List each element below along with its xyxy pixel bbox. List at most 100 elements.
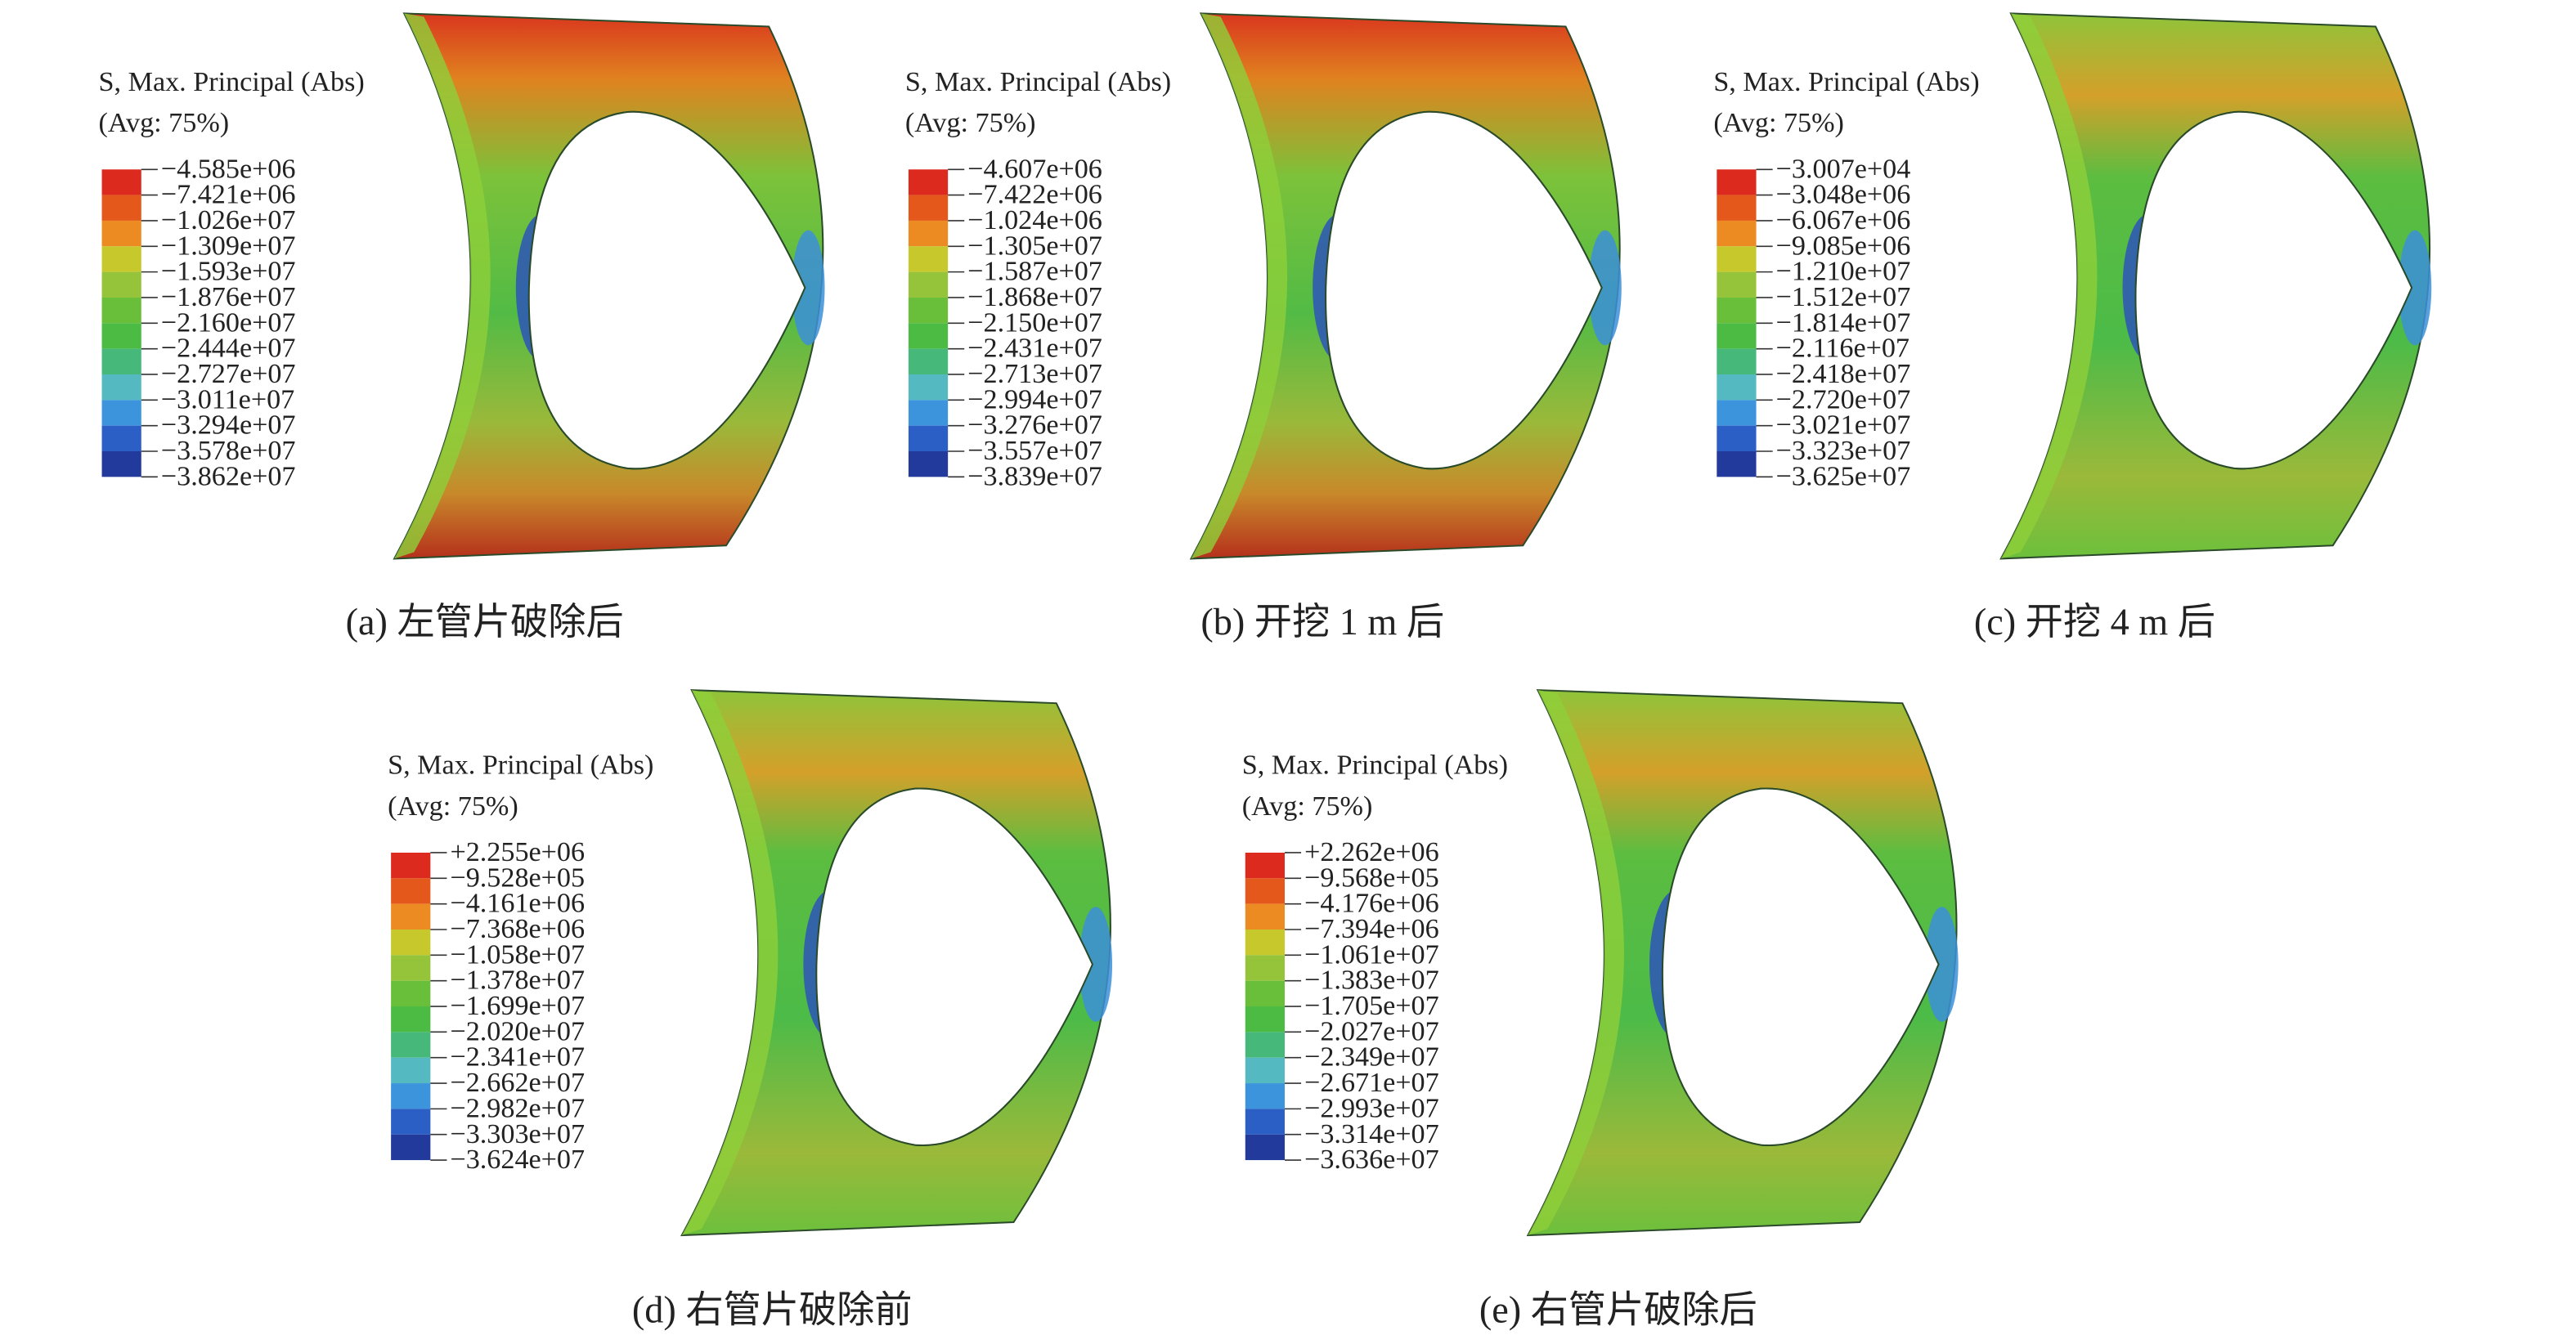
legend-swatch (101, 348, 141, 374)
legend-label: −1.210e+07 (1776, 257, 1911, 287)
hole-edge (1661, 787, 1940, 1146)
legend-swatch (908, 348, 949, 374)
legend-label: −7.394e+06 (1304, 914, 1439, 944)
contour-model (1526, 689, 1959, 1237)
legend-swatch (1717, 169, 1757, 195)
legend-label: −7.422e+06 (967, 180, 1102, 210)
legend-swatch (101, 425, 141, 451)
legend-label: −3.578e+07 (161, 436, 296, 466)
legend-label: −9.568e+05 (1304, 862, 1439, 893)
legend-subtitle: (Avg: 75%) (99, 108, 230, 138)
legend-label: +2.255e+06 (450, 837, 585, 867)
legend-label: −3.303e+07 (450, 1119, 585, 1149)
legend-swatch (101, 246, 141, 272)
legend-label: −2.431e+07 (967, 334, 1102, 364)
legend-title: S, Max. Principal (Abs) (1242, 750, 1508, 781)
legend-swatch (101, 195, 141, 221)
hole-edge (527, 110, 806, 470)
legend-label: −2.713e+07 (967, 359, 1102, 389)
legend-swatch (908, 271, 949, 298)
legend-subtitle: (Avg: 75%) (905, 108, 1036, 138)
legend-label: −3.323e+07 (1776, 436, 1911, 466)
legend-label: −2.349e+07 (1304, 1042, 1439, 1073)
legend-label: −1.378e+07 (450, 965, 585, 996)
legend-label: −1.058e+07 (450, 939, 585, 970)
stress-zone (1079, 907, 1113, 1022)
hole-edge (815, 787, 1094, 1146)
legend-swatch (391, 955, 431, 981)
legend-swatch (391, 930, 431, 956)
legend-label: −3.314e+07 (1304, 1119, 1439, 1149)
legend-label: −1.309e+07 (161, 231, 296, 261)
legend-subtitle: (Avg: 75%) (388, 791, 518, 822)
legend-label: −3.862e+07 (161, 461, 296, 491)
legend-swatch (1245, 980, 1285, 1007)
legend-label: −2.160e+07 (161, 307, 296, 338)
legend-label: −4.176e+06 (1304, 889, 1439, 919)
legend-title: S, Max. Principal (Abs) (905, 67, 1171, 97)
legend-subtitle: (Avg: 75%) (1242, 791, 1373, 822)
legend-label: −2.994e+07 (967, 384, 1102, 414)
legend-swatch (391, 1032, 431, 1058)
legend-label: −4.607e+06 (967, 154, 1102, 184)
legend-label: −3.294e+07 (161, 410, 296, 441)
legend-swatch (908, 374, 949, 401)
legend-swatch (1717, 323, 1757, 349)
stress-zone (1925, 907, 1959, 1022)
legend-swatch (1717, 348, 1757, 374)
legend-label: −6.067e+06 (1776, 205, 1911, 235)
legend-swatch (1717, 246, 1757, 272)
legend-swatch (391, 1083, 431, 1109)
legend-label: −2.020e+07 (450, 1016, 585, 1046)
legend-label: −2.982e+07 (450, 1093, 585, 1123)
caption: (e) 右管片破除后 (1479, 1289, 1757, 1331)
legend-label: −2.662e+07 (450, 1068, 585, 1098)
legend-label: −3.839e+07 (967, 461, 1102, 491)
stress-zone (1588, 230, 1622, 346)
legend-swatch (1245, 955, 1285, 981)
legend-label: −2.727e+07 (161, 359, 296, 389)
legend-label: −2.671e+07 (1304, 1068, 1439, 1098)
legend-swatch (908, 220, 949, 247)
hole-edge (2134, 110, 2413, 470)
legend-label: −3.048e+06 (1776, 180, 1911, 210)
legend-label: −1.593e+07 (161, 257, 296, 287)
stress-zone (792, 230, 825, 346)
caption: (c) 开挖 4 m 后 (1974, 601, 2215, 643)
legend-title: S, Max. Principal (Abs) (388, 750, 653, 781)
legend-swatch (391, 1057, 431, 1084)
legend-swatch (391, 1134, 431, 1161)
caption: (d) 右管片破除前 (632, 1289, 913, 1331)
caption: (a) 左管片破除后 (346, 601, 624, 643)
legend-label: −1.024e+06 (967, 205, 1102, 235)
legend-label: −4.585e+06 (161, 154, 296, 184)
legend-label: −7.421e+06 (161, 180, 296, 210)
contour-model (393, 12, 825, 560)
legend-label: −1.699e+07 (450, 991, 585, 1021)
legend-label: −3.007e+04 (1776, 154, 1911, 184)
legend-swatch (1245, 1109, 1285, 1135)
legend-label: −1.587e+07 (967, 257, 1102, 287)
legend-label: −2.150e+07 (967, 307, 1102, 338)
stress-zone (2399, 230, 2432, 346)
legend-label: −4.161e+06 (450, 889, 585, 919)
legend-swatch (1717, 195, 1757, 221)
model-face (2000, 13, 2098, 559)
legend-swatch (101, 169, 141, 195)
legend-label: −3.021e+07 (1776, 410, 1911, 441)
legend-swatch (1717, 425, 1757, 451)
legend-label: −2.720e+07 (1776, 384, 1911, 414)
legend-swatch (908, 297, 949, 324)
legend-label: −1.512e+07 (1776, 282, 1911, 312)
legend-label: −1.383e+07 (1304, 965, 1439, 996)
legend-label: −1.061e+07 (1304, 939, 1439, 970)
legend-swatch (1245, 878, 1285, 904)
model-face (681, 690, 779, 1236)
legend-swatch (1245, 1006, 1285, 1033)
contour-model (1189, 12, 1622, 560)
legend-swatch (391, 1109, 431, 1135)
legend-swatch (1717, 297, 1757, 324)
contour-model (1999, 12, 2432, 560)
